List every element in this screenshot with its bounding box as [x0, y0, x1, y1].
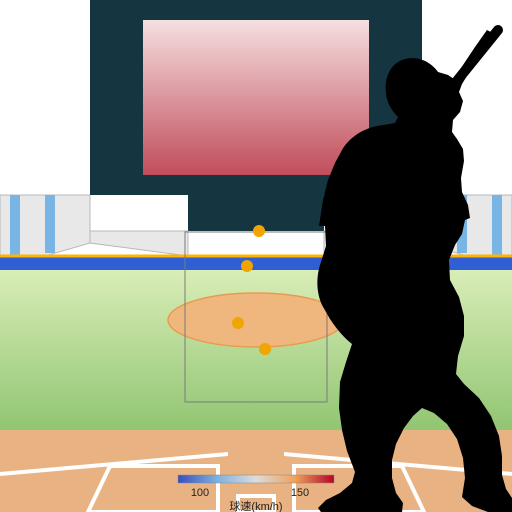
- pitch-marker: [241, 260, 253, 272]
- color-scale-label: 球速(km/h): [229, 499, 282, 512]
- color-scale-tick: 100: [191, 487, 209, 499]
- pitch-marker: [253, 225, 265, 237]
- scoreboard-support: [188, 195, 324, 231]
- color-scale: [178, 475, 334, 483]
- pitchers-mound: [168, 293, 344, 347]
- pitch-location-chart: 100 150 球速(km/h): [0, 0, 512, 512]
- color-scale-tick: 150: [291, 487, 309, 499]
- infield-dirt: [0, 430, 512, 512]
- pitch-marker: [232, 317, 244, 329]
- scoreboard-screen: [143, 20, 369, 175]
- pitch-marker: [259, 343, 271, 355]
